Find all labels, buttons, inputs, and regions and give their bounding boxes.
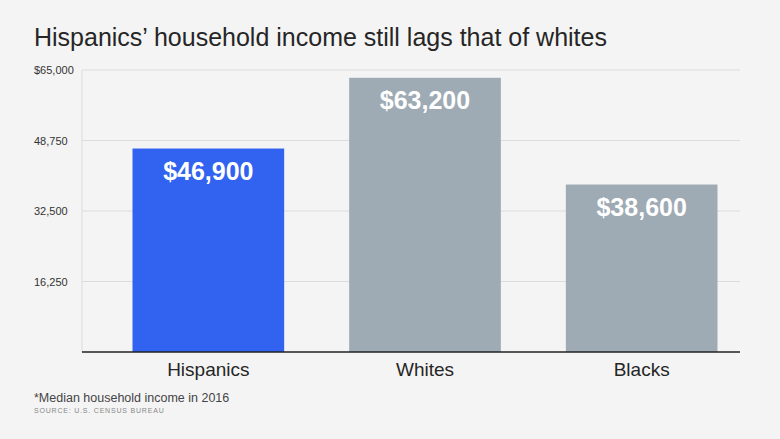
tick-label: 32,500 <box>34 205 68 217</box>
bars <box>133 78 718 352</box>
note: *Median household income in 2016 <box>34 391 229 405</box>
tick-label: 48,750 <box>34 135 68 147</box>
category-label: Blacks <box>614 359 670 380</box>
data-label: $38,600 <box>596 193 686 221</box>
data-label: $46,900 <box>163 157 253 185</box>
category-label: Whites <box>396 359 454 380</box>
category-label: Hispanics <box>167 359 249 380</box>
bar <box>349 78 501 352</box>
bar <box>566 185 718 352</box>
title: Hispanics’ household income still lags t… <box>34 23 607 51</box>
tick-label: $65,000 <box>34 64 74 76</box>
y-axis-line <box>82 70 83 352</box>
chart: Hispanics’ household income still lags t… <box>0 0 780 439</box>
tick-label: 16,250 <box>34 276 68 288</box>
baseline <box>82 351 740 353</box>
grid-line <box>82 70 740 71</box>
source: SOURCE: U.S. CENSUS BUREAU <box>34 407 165 414</box>
data-label: $63,200 <box>380 86 470 114</box>
bar <box>133 149 285 352</box>
background <box>0 0 780 439</box>
